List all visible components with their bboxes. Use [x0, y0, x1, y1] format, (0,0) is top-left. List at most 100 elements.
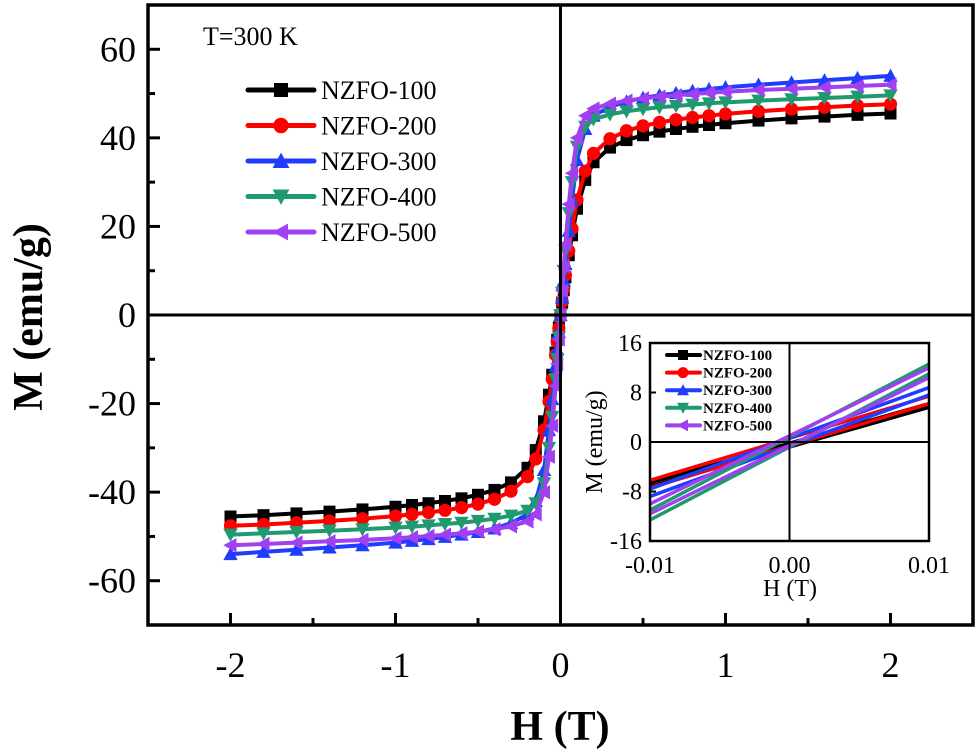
data-point: [817, 80, 831, 95]
data-point: [355, 512, 370, 526]
data-point: [322, 514, 337, 528]
data-point: [564, 166, 579, 181]
data-point: [472, 488, 484, 501]
data-point: [685, 86, 699, 102]
data-point: [784, 81, 798, 96]
data-point: [850, 98, 865, 113]
legend-marker: [272, 189, 290, 205]
data-point: [470, 524, 484, 539]
data-point: [421, 505, 436, 520]
data-point: [784, 102, 799, 116]
data-point: [503, 509, 519, 523]
data-point: [528, 507, 542, 522]
data-point: [818, 110, 831, 123]
data-point: [223, 538, 237, 553]
inset-y-tick-label: 0: [630, 430, 642, 456]
main-ticks: -2 -1 0 1 2 -60 -40 -20 0 20 40 60: [88, 29, 900, 685]
data-point: [619, 124, 634, 138]
data-point: [603, 132, 617, 146]
data-point: [404, 520, 420, 534]
data-point: [471, 497, 485, 511]
legend-item: NZFO-300: [245, 147, 437, 176]
data-point: [851, 108, 864, 121]
data-point: [652, 101, 667, 115]
inset-legend-item: NZFO-500: [665, 418, 772, 434]
legend-label: NZFO-500: [321, 218, 437, 247]
data-point: [635, 103, 651, 117]
data-point: [421, 528, 435, 544]
data-point: [586, 146, 601, 160]
data-point: [438, 503, 452, 517]
y-axis-label: M (emu/g): [6, 223, 52, 411]
main-legend: NZFO-100 NZFO-200 NZFO-300 NZFO-400 NZFO-500: [245, 76, 437, 247]
data-point: [256, 527, 271, 541]
data-point: [703, 119, 715, 132]
data-point: [356, 503, 369, 516]
y-tick-label: -20: [88, 384, 136, 424]
data-point: [487, 492, 502, 506]
data-point: [437, 527, 451, 542]
data-point: [578, 164, 592, 178]
inset-y-axis-label: M (emu/g): [582, 390, 608, 493]
legend-label: NZFO-200: [321, 112, 437, 141]
data-point: [752, 114, 765, 127]
data-point: [355, 538, 370, 552]
inset-legend-item: NZFO-100: [665, 348, 772, 364]
data-point: [256, 544, 271, 558]
inset-x-tick-label: -0.01: [625, 553, 675, 579]
x-tick-label: -2: [216, 645, 246, 685]
data-point: [883, 77, 897, 92]
data-point: [487, 522, 501, 537]
inset-legend-item: NZFO-300: [665, 383, 772, 399]
data-point: [541, 449, 555, 464]
data-point: [883, 89, 898, 103]
data-point: [548, 378, 562, 394]
data-point: [520, 514, 534, 529]
data-point: [785, 112, 798, 125]
data-point: [578, 108, 592, 123]
y-tick-label: 0: [118, 295, 136, 335]
inset-legend-label: NZFO-100: [703, 348, 772, 364]
inset-x-tick-label: 0.00: [769, 553, 811, 579]
data-point: [223, 546, 238, 561]
data-point: [719, 117, 732, 130]
legend-marker: [274, 83, 288, 97]
data-point: [389, 500, 402, 513]
y-tick-label: -40: [88, 472, 136, 512]
data-point: [718, 84, 732, 99]
data-point: [323, 505, 336, 518]
inset-legend-label: NZFO-400: [703, 401, 772, 417]
x-axis-label: H (T): [510, 704, 609, 750]
legend-marker: [273, 117, 289, 134]
data-point: [322, 540, 337, 554]
data-point: [289, 542, 304, 556]
data-point: [322, 534, 336, 549]
data-point: [850, 78, 864, 94]
data-point: [256, 536, 270, 552]
data-point: [421, 519, 436, 533]
data-point: [817, 92, 832, 106]
x-tick-label: 2: [882, 645, 900, 685]
y-tick-label: 20: [100, 206, 136, 246]
legend-label: NZFO-300: [321, 147, 437, 176]
legend-label: NZFO-100: [321, 76, 437, 105]
data-point: [322, 524, 337, 538]
data-point: [669, 113, 683, 127]
legend-label: NZFO-400: [321, 183, 437, 212]
inset-x-tick-label: 0.01: [908, 553, 950, 579]
data-point: [685, 110, 700, 125]
data-point: [884, 107, 897, 120]
data-point: [520, 470, 535, 484]
data-point: [702, 109, 716, 123]
inset-legend-label: NZFO-200: [703, 366, 772, 382]
data-point: [637, 129, 649, 142]
data-point: [701, 97, 717, 111]
data-point: [558, 236, 572, 252]
data-point: [455, 492, 468, 505]
y-tick-label: 60: [100, 29, 136, 69]
inset-y-tick-label: 16: [618, 331, 642, 357]
inset-legend-marker: [678, 350, 688, 360]
inset-x-axis-label: H (T): [763, 576, 817, 602]
